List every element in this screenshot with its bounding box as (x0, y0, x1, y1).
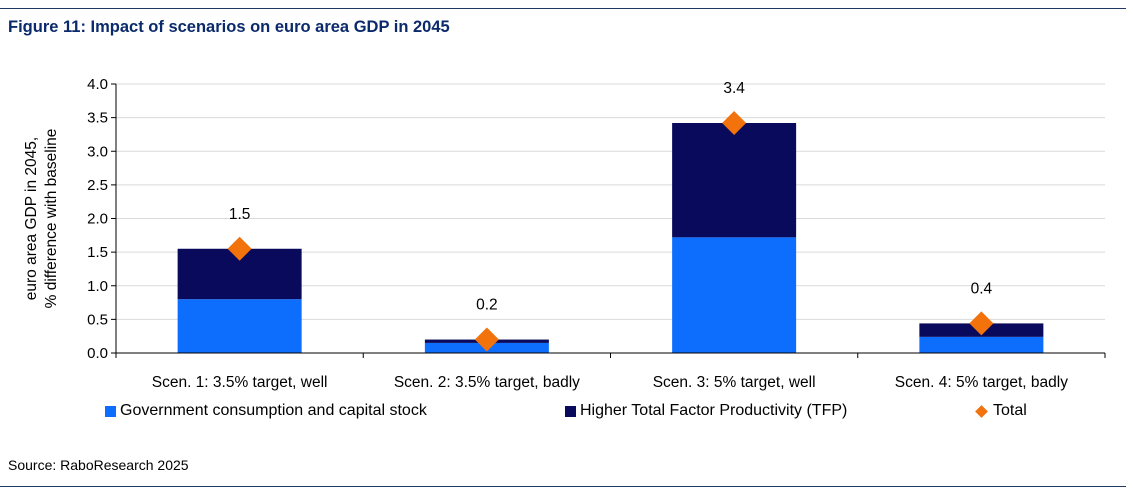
y-tick-label: 3.0 (87, 143, 108, 160)
category-label: Scen. 2: 3.5% target, badly (394, 374, 580, 391)
y-axis-label: euro area GDP in 2045,% difference with … (23, 129, 60, 309)
y-tick-label: 1.5 (87, 244, 108, 261)
y-axis-label-line: euro area GDP in 2045, (23, 137, 40, 300)
y-tick-labels: 0.0 0.5 1.0 1.5 2.0 2.5 3.0 3.5 4.0 (87, 76, 108, 362)
category-label: Scen. 4: 5% target, badly (895, 374, 1068, 391)
bar-government (919, 336, 1044, 353)
data-labels: 1.5 0.2 3.4 0.4 (229, 80, 993, 314)
y-tick-label: 2.5 (87, 177, 108, 194)
data-label: 1.5 (229, 206, 251, 223)
source-note: Source: RaboResearch 2025 (8, 457, 189, 473)
top-rule (0, 8, 1126, 9)
bar-government (177, 299, 302, 353)
legend-swatch-tfp (565, 405, 576, 417)
data-label: 3.4 (723, 80, 745, 97)
legend-label-government: Government consumption and capital stock (120, 402, 427, 419)
y-axis-label-line: % difference with baseline (43, 129, 60, 309)
y-tick-label: 4.0 (87, 76, 108, 93)
legend-item-total: Total (975, 402, 1027, 420)
bar-government (672, 237, 797, 353)
bars (177, 123, 1044, 353)
stacked-bar-chart: 0.0 0.5 1.0 1.5 2.0 2.5 3.0 3.5 4.0 Scen. 1: 3.5… (23, 76, 1106, 391)
total-markers (227, 111, 994, 352)
total-diamond-marker (722, 111, 747, 136)
bottom-rule (0, 486, 1126, 487)
y-tick-label: 0.0 (87, 345, 108, 362)
data-label: 0.4 (971, 280, 993, 297)
legend-swatch-government (105, 405, 116, 417)
y-tick-label: 1.0 (87, 278, 108, 295)
total-diamond-marker (474, 327, 499, 352)
y-tick-label: 2.0 (87, 211, 108, 228)
category-label: Scen. 1: 3.5% target, well (152, 374, 328, 391)
category-label: Scen. 3: 5% target, well (653, 374, 816, 391)
figure-title: Figure 11: Impact of scenarios on euro a… (8, 18, 450, 36)
legend: Government consumption and capital stock… (0, 402, 1133, 428)
legend-item-government: Government consumption and capital stock (105, 402, 427, 420)
category-labels: Scen. 1: 3.5% target, well Scen. 2: 3.5% … (152, 374, 1068, 391)
total-diamond-marker (969, 311, 994, 336)
y-tick-label: 0.5 (87, 311, 108, 328)
axes (111, 83, 1106, 358)
data-label: 0.2 (476, 297, 498, 314)
legend-label-tfp: Higher Total Factor Productivity (TFP) (580, 402, 848, 419)
y-tick-label: 3.5 (87, 110, 108, 127)
bar-tfp (672, 123, 797, 238)
total-diamond-marker (227, 236, 252, 261)
legend-diamond-icon (975, 404, 988, 418)
legend-item-tfp: Higher Total Factor Productivity (TFP) (565, 402, 847, 420)
legend-label-total: Total (993, 402, 1027, 419)
